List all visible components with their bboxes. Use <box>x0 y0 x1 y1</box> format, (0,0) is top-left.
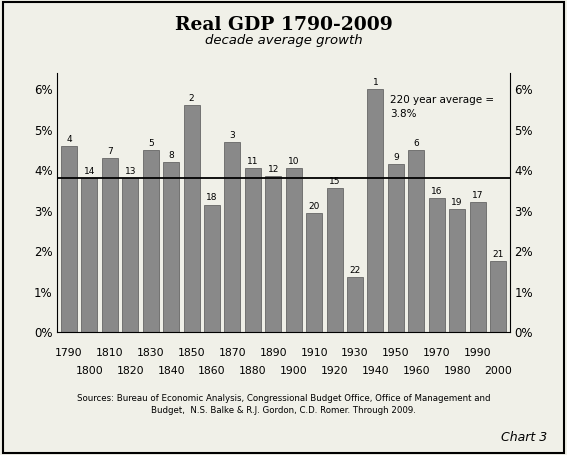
Text: 2: 2 <box>189 94 194 103</box>
Text: 1800: 1800 <box>75 366 103 376</box>
Text: 1830: 1830 <box>137 348 164 358</box>
Bar <box>327 188 342 332</box>
Text: 15: 15 <box>329 177 340 186</box>
Text: 1960: 1960 <box>403 366 430 376</box>
Text: 1970: 1970 <box>423 348 451 358</box>
Bar <box>204 204 220 332</box>
Text: 1870: 1870 <box>219 348 246 358</box>
Bar <box>225 142 240 332</box>
Text: 17: 17 <box>472 192 483 201</box>
Text: 1810: 1810 <box>96 348 124 358</box>
Text: 1: 1 <box>373 78 378 87</box>
Text: 1920: 1920 <box>321 366 348 376</box>
Text: 1880: 1880 <box>239 366 266 376</box>
Bar <box>306 212 322 332</box>
Bar <box>61 146 77 332</box>
Bar <box>449 208 465 332</box>
Text: 21: 21 <box>492 250 503 259</box>
Text: 220 year average =
3.8%: 220 year average = 3.8% <box>390 95 494 119</box>
Text: 18: 18 <box>206 193 218 202</box>
Text: 14: 14 <box>84 167 95 176</box>
Text: 1840: 1840 <box>157 366 185 376</box>
Bar <box>143 150 159 332</box>
Text: 2000: 2000 <box>484 366 512 376</box>
Text: 1850: 1850 <box>177 348 205 358</box>
Text: 8: 8 <box>168 151 174 160</box>
Text: 1900: 1900 <box>280 366 307 376</box>
Text: 9: 9 <box>393 153 399 162</box>
Bar <box>429 198 445 332</box>
Text: 1950: 1950 <box>382 348 410 358</box>
Text: Sources: Bureau of Economic Analysis, Congressional Budget Office, Office of Man: Sources: Bureau of Economic Analysis, Co… <box>77 394 490 415</box>
Text: 1860: 1860 <box>198 366 226 376</box>
Bar <box>184 105 200 332</box>
Bar <box>347 278 363 332</box>
Text: 1790: 1790 <box>55 348 83 358</box>
Text: 1820: 1820 <box>116 366 144 376</box>
Text: 13: 13 <box>125 167 136 176</box>
Text: 1910: 1910 <box>301 348 328 358</box>
Text: Real GDP 1790-2009: Real GDP 1790-2009 <box>175 16 392 34</box>
Text: 3: 3 <box>230 131 235 140</box>
Text: 5: 5 <box>148 139 154 148</box>
Text: 6: 6 <box>413 139 419 148</box>
Bar <box>265 176 281 332</box>
Bar <box>469 202 485 332</box>
Text: 7: 7 <box>107 147 113 156</box>
Bar <box>122 178 138 332</box>
Bar <box>82 178 98 332</box>
Text: 1930: 1930 <box>341 348 369 358</box>
Text: 4: 4 <box>66 135 72 144</box>
Bar <box>102 158 118 332</box>
Bar <box>245 168 261 332</box>
Text: Chart 3: Chart 3 <box>501 430 547 444</box>
Text: 1940: 1940 <box>362 366 390 376</box>
Bar <box>286 168 302 332</box>
Text: 1990: 1990 <box>464 348 492 358</box>
Text: 16: 16 <box>431 187 442 197</box>
Text: decade average growth: decade average growth <box>205 34 362 47</box>
Text: 1890: 1890 <box>260 348 287 358</box>
Bar <box>163 162 179 332</box>
Bar <box>388 164 404 332</box>
Text: 19: 19 <box>451 197 463 207</box>
Text: 22: 22 <box>349 267 361 275</box>
Text: 12: 12 <box>268 165 279 174</box>
Bar <box>408 150 424 332</box>
Bar <box>490 261 506 332</box>
Text: 20: 20 <box>308 202 320 211</box>
Text: 1980: 1980 <box>443 366 471 376</box>
Text: 10: 10 <box>288 157 299 166</box>
Bar <box>367 89 383 332</box>
Text: 11: 11 <box>247 157 259 166</box>
